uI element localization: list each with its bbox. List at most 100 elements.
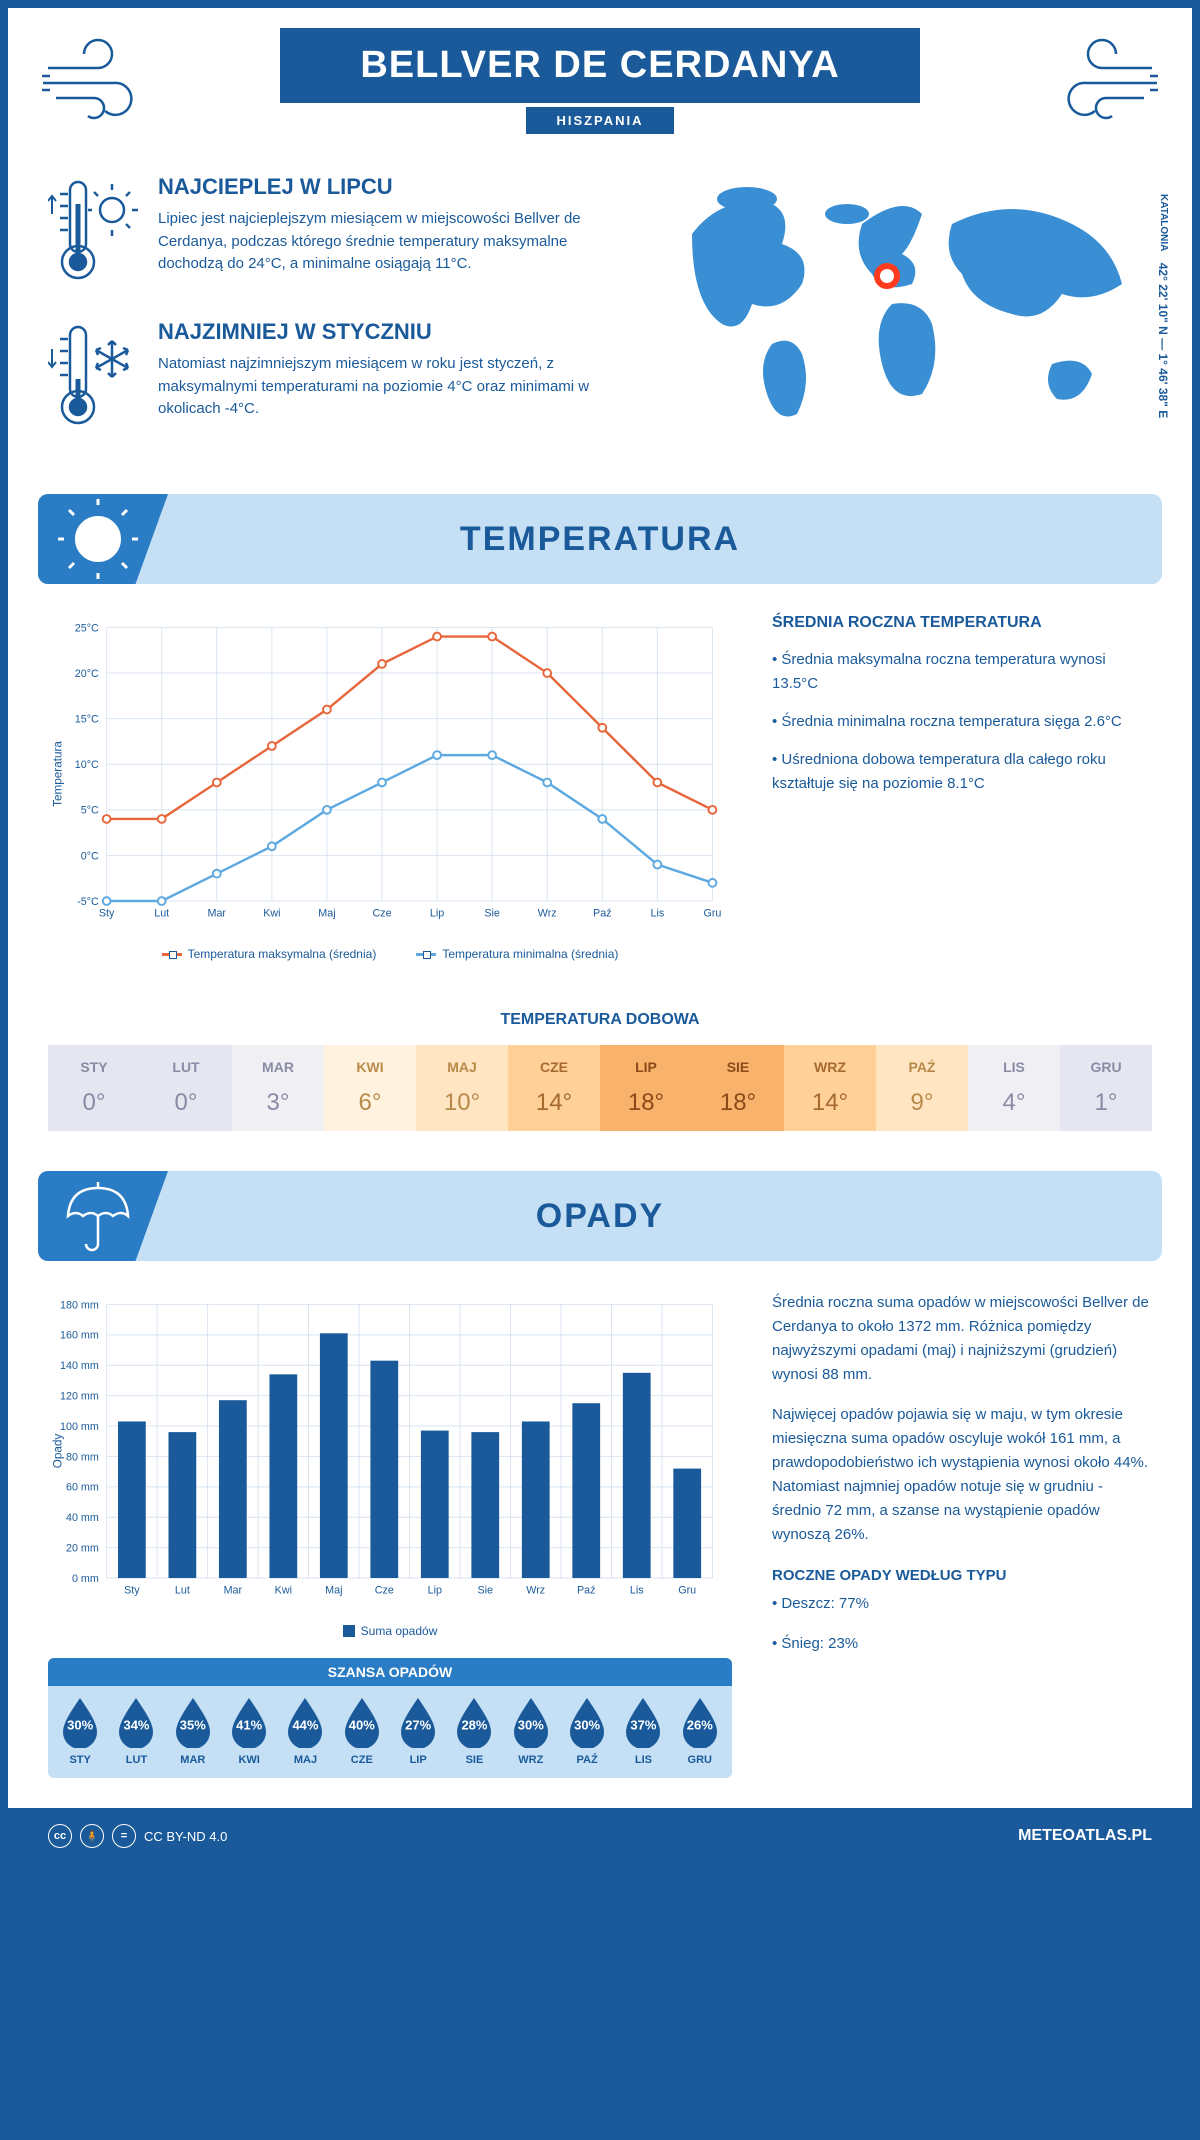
month-cell: GRU1° [1060,1045,1152,1131]
month-label: MAJ [416,1059,508,1075]
svg-text:Lis: Lis [630,1585,644,1597]
nd-icon: = [112,1824,136,1848]
month-value: 14° [784,1089,876,1117]
drop-icon: 27% [397,1696,439,1748]
precipitation-summary: Średnia roczna suma opadów w miejscowośc… [772,1291,1152,1778]
chance-value: 30% [574,1718,600,1733]
infographic-page: BELLVER DE CERDANYA HISZPANIA [8,8,1192,1864]
svg-text:Maj: Maj [318,908,335,920]
precipitation-section: 0 mm20 mm40 mm60 mm80 mm100 mm120 mm140 … [8,1291,1192,1808]
chance-title: SZANSA OPADÓW [48,1658,732,1686]
month-value: 1° [1060,1089,1152,1117]
chance-month: GRU [672,1754,728,1766]
svg-text:25°C: 25°C [75,622,99,634]
temp-bullet-3: • Uśredniona dobowa temperatura dla całe… [772,748,1152,796]
month-value: 18° [692,1089,784,1117]
coordinates: KATALONIA 42° 22' 10" N — 1° 46' 38" E [1156,194,1170,418]
chance-cell: 40% CZE [334,1696,390,1766]
month-label: SIE [692,1059,784,1075]
month-value: 9° [876,1089,968,1117]
svg-text:120 mm: 120 mm [60,1391,99,1403]
drop-icon: 41% [228,1696,270,1748]
header: BELLVER DE CERDANYA HISZPANIA [8,8,1192,144]
chance-value: 30% [67,1718,93,1733]
chance-month: MAJ [277,1754,333,1766]
svg-text:Sie: Sie [478,1585,494,1597]
drop-icon: 37% [622,1696,664,1748]
longitude: 1° 46' 38" E [1156,353,1170,418]
thermometer-snow-icon [48,319,138,434]
month-label: LUT [140,1059,232,1075]
temp-bullet-1: • Średnia maksymalna roczna temperatura … [772,648,1152,696]
svg-text:Opady: Opady [52,1434,65,1469]
chance-bar: SZANSA OPADÓW 30% STY 34% LUT 35% MAR 41… [48,1658,732,1778]
chance-cell: 41% KWI [221,1696,277,1766]
footer-site: METEOATLAS.PL [1018,1827,1152,1845]
license-text: CC BY-ND 4.0 [144,1829,227,1844]
precip-p1: Średnia roczna suma opadów w miejscowośc… [772,1291,1152,1387]
header-center: BELLVER DE CERDANYA HISZPANIA [178,28,1022,134]
temp-bullet-2: • Średnia minimalna roczna temperatura s… [772,710,1152,734]
latitude: 42° 22' 10" N [1156,263,1170,335]
svg-text:160 mm: 160 mm [60,1330,99,1342]
chance-cell: 30% PAŹ [559,1696,615,1766]
month-cell: LIS4° [968,1045,1060,1131]
svg-text:100 mm: 100 mm [60,1421,99,1433]
month-value: 6° [324,1089,416,1117]
chance-month: MAR [165,1754,221,1766]
svg-text:Cze: Cze [372,908,391,920]
chance-cell: 28% SIE [446,1696,502,1766]
svg-text:0 mm: 0 mm [72,1573,99,1585]
precipitation-title: OPADY [536,1197,664,1236]
svg-text:Wrz: Wrz [538,908,557,920]
month-cell: LUT0° [140,1045,232,1131]
svg-text:Wrz: Wrz [526,1585,545,1597]
svg-text:Mar: Mar [224,1585,243,1597]
svg-text:Lis: Lis [651,908,665,920]
map-block: KATALONIA 42° 22' 10" N — 1° 46' 38" E [652,174,1152,464]
drop-icon: 28% [453,1696,495,1748]
chance-cell: 27% LIP [390,1696,446,1766]
chance-cell: 30% STY [52,1696,108,1766]
chance-value: 40% [349,1718,375,1733]
svg-text:20°C: 20°C [75,668,99,680]
svg-text:80 mm: 80 mm [66,1451,99,1463]
umbrella-icon [58,1176,138,1256]
month-cell: SIE 18° [692,1045,784,1131]
footer: cc 🧍 = CC BY-ND 4.0 METEOATLAS.PL [8,1808,1192,1864]
temperature-chart: -5°C0°C5°C10°C15°C20°C25°CStyLutMarKwiMa… [48,614,732,961]
chance-cell: 35% MAR [165,1696,221,1766]
svg-text:Gru: Gru [704,908,722,920]
month-cell: PAŹ9° [876,1045,968,1131]
svg-text:15°C: 15°C [75,714,99,726]
svg-text:20 mm: 20 mm [66,1543,99,1555]
chance-value: 35% [180,1718,206,1733]
chance-month: KWI [221,1754,277,1766]
chance-month: LIS [615,1754,671,1766]
chance-value: 26% [687,1718,713,1733]
region-label: KATALONIA [1158,194,1169,251]
month-label: CZE [508,1059,600,1075]
chance-month: LUT [108,1754,164,1766]
svg-text:5°C: 5°C [81,805,99,817]
month-cell: KWI6° [324,1045,416,1131]
drop-icon: 34% [115,1696,157,1748]
svg-text:Temperatura: Temperatura [52,741,65,807]
chance-month: WRZ [503,1754,559,1766]
drop-icon: 26% [679,1696,721,1748]
legend-min: Temperatura minimalna (średnia) [416,947,618,961]
month-cell: WRZ14° [784,1045,876,1131]
thermometer-sun-icon [48,174,138,289]
svg-text:Lut: Lut [175,1585,190,1597]
svg-text:40 mm: 40 mm [66,1512,99,1524]
svg-text:Gru: Gru [678,1585,696,1597]
svg-text:180 mm: 180 mm [60,1299,99,1311]
month-value: 3° [232,1089,324,1117]
daily-temp-table: STY0°LUT0°MAR3°KWI6°MAJ10°CZE14°LIP18°SI… [48,1045,1152,1131]
temp-summary-heading: ŚREDNIA ROCZNA TEMPERATURA [772,614,1152,632]
cc-icon: cc [48,1824,72,1848]
month-cell: MAR3° [232,1045,324,1131]
by-icon: 🧍 [80,1824,104,1848]
precip-snow: • Śnieg: 23% [772,1632,1152,1656]
chance-value: 30% [518,1718,544,1733]
